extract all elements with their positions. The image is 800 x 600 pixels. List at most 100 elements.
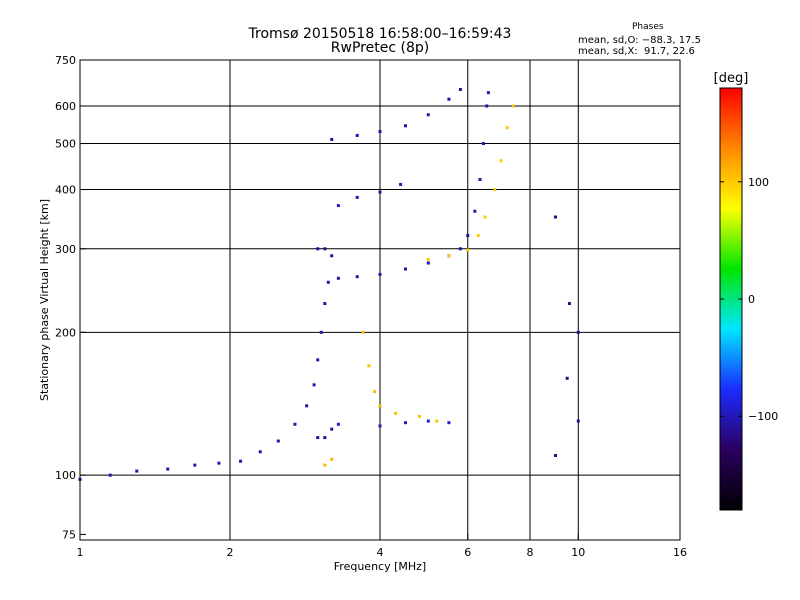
y-axis-title: Stationary phase Virtual Height [km] (38, 199, 51, 401)
chart-title: Tromsø 20150518 16:58:00–16:59:43 (248, 26, 512, 42)
data-point (399, 182, 403, 186)
data-point (378, 190, 382, 194)
data-point (323, 436, 327, 440)
data-point (565, 376, 569, 380)
data-point (323, 302, 327, 306)
data-point (426, 113, 430, 117)
data-point (481, 142, 485, 146)
data-point (403, 421, 407, 425)
data-point (426, 257, 430, 261)
data-point (355, 195, 359, 199)
data-point (447, 421, 451, 425)
data-point (458, 247, 462, 251)
data-point (458, 87, 462, 91)
x-axis-title: Frequency [MHz] (334, 560, 426, 573)
data-point (330, 427, 334, 431)
data-point (239, 459, 243, 463)
phases-o-stats: mean, sd,O: −88.3, 17.5 (578, 35, 701, 46)
data-point (355, 133, 359, 137)
data-point (447, 97, 451, 101)
data-point (330, 137, 334, 141)
data-point (478, 177, 482, 181)
colorbar-tick-label: 0 (748, 293, 755, 306)
data-point (330, 254, 334, 258)
y-tick-label: 75 (62, 528, 76, 541)
phases-header: Phases (632, 22, 664, 32)
colorbar-tick-label: 100 (748, 176, 769, 189)
data-point (378, 424, 382, 428)
data-point (276, 439, 280, 443)
data-point (193, 463, 197, 467)
colorbar-label: [deg] (714, 71, 749, 86)
colorbar: 100 0 −100 [deg] (714, 71, 778, 511)
data-point (435, 419, 439, 423)
data-point (426, 419, 430, 423)
data-point (483, 215, 487, 219)
data-point (258, 450, 262, 454)
data-point (403, 267, 407, 271)
data-point (576, 419, 580, 423)
x-tick-label: 6 (464, 546, 471, 559)
y-tick-label: 750 (55, 54, 76, 67)
data-point (336, 276, 340, 280)
data-point (316, 436, 320, 440)
y-tick-label: 300 (55, 243, 76, 256)
data-point (417, 414, 421, 418)
data-point (394, 411, 398, 415)
data-point (166, 467, 170, 471)
data-point (447, 254, 451, 258)
x-tick-label: 2 (227, 546, 234, 559)
data-point (323, 463, 327, 467)
data-point (476, 233, 480, 237)
data-point (511, 104, 515, 108)
data-point (576, 330, 580, 334)
x-tick-label: 1 (77, 546, 84, 559)
data-point (485, 104, 489, 108)
data-point (217, 461, 221, 465)
x-axis: 1 2 4 6 8 10 16 (77, 534, 687, 559)
data-point (553, 215, 557, 219)
data-point (316, 247, 320, 251)
data-point (305, 404, 309, 408)
data-point (361, 330, 365, 334)
data-point (355, 275, 359, 279)
data-point (567, 302, 571, 306)
colorbar-tick-label: −100 (748, 410, 778, 423)
data-point (293, 422, 297, 426)
y-tick-label: 100 (55, 469, 76, 482)
y-tick-label: 400 (55, 184, 76, 197)
data-point (403, 124, 407, 128)
y-tick-label: 500 (55, 138, 76, 151)
x-tick-label: 10 (571, 546, 585, 559)
colorbar-ticks: 100 0 −100 (720, 176, 778, 423)
data-point (466, 233, 470, 237)
data-point (378, 404, 382, 408)
x-tick-label: 8 (527, 546, 534, 559)
data-point (378, 130, 382, 134)
data-point (108, 473, 112, 477)
y-axis: 75 100 200 300 400 500 600 750 (55, 54, 86, 541)
data-point (330, 457, 334, 461)
y-tick-label: 200 (55, 326, 76, 339)
grid-lines (80, 60, 680, 540)
data-point (326, 280, 330, 284)
data-point (336, 204, 340, 208)
data-point (367, 364, 371, 368)
x-tick-label: 4 (377, 546, 384, 559)
data-point (493, 188, 497, 192)
chart-subtitle: RwPretec (8p) (330, 40, 430, 56)
data-point (378, 272, 382, 276)
data-point (499, 159, 503, 163)
data-point (319, 330, 323, 334)
data-point (505, 126, 509, 130)
data-point (312, 383, 316, 387)
data-point (473, 209, 477, 213)
data-point (323, 247, 327, 251)
data-point (486, 91, 490, 95)
data-point (336, 422, 340, 426)
data-point (553, 454, 557, 458)
phases-x-stats: mean, sd,X: 91.7, 22.6 (578, 46, 695, 57)
data-point (373, 390, 377, 394)
x-tick-label: 16 (673, 546, 687, 559)
